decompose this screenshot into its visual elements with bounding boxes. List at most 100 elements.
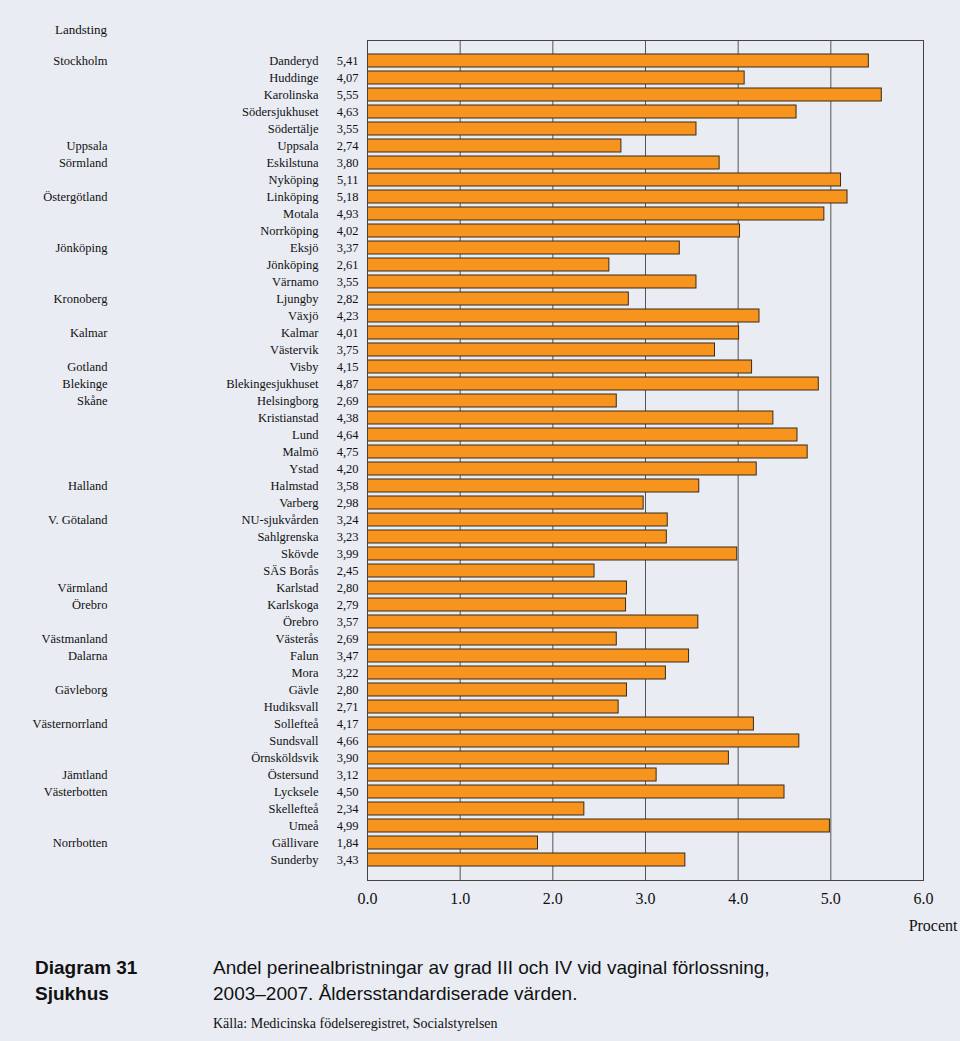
svg-text:Jönköping: Jönköping — [55, 241, 108, 255]
svg-text:Sunderby: Sunderby — [271, 853, 320, 867]
svg-text:Helsingborg: Helsingborg — [257, 394, 319, 408]
svg-text:Eskilstuna: Eskilstuna — [266, 156, 319, 170]
svg-text:Halmstad: Halmstad — [271, 479, 320, 493]
svg-text:Lycksele: Lycksele — [274, 785, 319, 799]
svg-text:2,61: 2,61 — [337, 258, 359, 272]
svg-text:Ljungby: Ljungby — [276, 292, 319, 306]
svg-text:Blekingesjukhuset: Blekingesjukhuset — [226, 377, 319, 391]
svg-text:Umeå: Umeå — [289, 819, 319, 833]
svg-text:4,07: 4,07 — [337, 71, 359, 85]
svg-text:4,17: 4,17 — [337, 717, 359, 731]
svg-text:4.0: 4.0 — [728, 890, 748, 907]
svg-text:2.0: 2.0 — [543, 890, 563, 907]
svg-text:Skövde: Skövde — [281, 547, 319, 561]
svg-text:Mora: Mora — [291, 666, 319, 680]
svg-text:Östergötland: Östergötland — [43, 190, 108, 204]
svg-text:Östersund: Östersund — [268, 768, 319, 782]
svg-text:2,69: 2,69 — [337, 632, 359, 646]
svg-text:Västerås: Västerås — [275, 632, 318, 646]
svg-text:5,55: 5,55 — [337, 88, 359, 102]
svg-text:Nyköping: Nyköping — [269, 173, 320, 187]
svg-text:Norrbotten: Norrbotten — [53, 836, 109, 850]
svg-text:2,80: 2,80 — [337, 683, 359, 697]
svg-text:2,74: 2,74 — [337, 139, 360, 153]
svg-text:5,18: 5,18 — [337, 190, 359, 204]
svg-text:Uppsala: Uppsala — [67, 139, 108, 153]
svg-text:2,98: 2,98 — [337, 496, 359, 510]
svg-text:4,75: 4,75 — [337, 445, 359, 459]
svg-text:3.0: 3.0 — [636, 890, 656, 907]
svg-text:4,38: 4,38 — [337, 411, 359, 425]
svg-text:Norrköping: Norrköping — [260, 224, 319, 238]
svg-text:1.0: 1.0 — [450, 890, 470, 907]
svg-text:Gällivare: Gällivare — [272, 836, 319, 850]
svg-text:Stockholm: Stockholm — [53, 54, 107, 68]
svg-text:Hudiksvall: Hudiksvall — [264, 700, 319, 714]
svg-text:5.0: 5.0 — [821, 890, 841, 907]
svg-text:2,34: 2,34 — [337, 802, 360, 816]
svg-text:3,90: 3,90 — [337, 751, 359, 765]
svg-text:Gotland: Gotland — [67, 360, 108, 374]
svg-text:Falun: Falun — [290, 649, 319, 663]
svg-text:Kalmar: Kalmar — [70, 326, 108, 340]
svg-text:3,24: 3,24 — [337, 513, 360, 527]
svg-text:4,99: 4,99 — [337, 819, 359, 833]
svg-text:Danderyd: Danderyd — [269, 54, 319, 68]
svg-text:Jönköping: Jönköping — [266, 258, 319, 272]
svg-text:2,69: 2,69 — [337, 394, 359, 408]
svg-text:3,23: 3,23 — [337, 530, 359, 544]
svg-text:3,99: 3,99 — [337, 547, 359, 561]
svg-text:3,37: 3,37 — [337, 241, 359, 255]
svg-text:Eksjö: Eksjö — [290, 241, 318, 255]
svg-text:4,63: 4,63 — [337, 105, 359, 119]
svg-text:Västmanland: Västmanland — [42, 632, 109, 646]
svg-text:Varberg: Varberg — [279, 496, 319, 510]
svg-text:NU-sjukvården: NU-sjukvården — [241, 513, 319, 527]
svg-text:Kristianstad: Kristianstad — [258, 411, 319, 425]
svg-text:Karolinska: Karolinska — [264, 88, 319, 102]
svg-text:Gävle: Gävle — [289, 683, 319, 697]
svg-text:4,66: 4,66 — [337, 734, 359, 748]
svg-text:3,80: 3,80 — [337, 156, 359, 170]
svg-text:3,22: 3,22 — [337, 666, 359, 680]
svg-text:3,75: 3,75 — [337, 343, 359, 357]
svg-text:Procent: Procent — [909, 917, 958, 934]
svg-text:Halland: Halland — [68, 479, 108, 493]
svg-text:2,80: 2,80 — [337, 581, 359, 595]
svg-text:0.0: 0.0 — [358, 890, 378, 907]
svg-text:Skellefteå: Skellefteå — [269, 802, 319, 816]
svg-text:5,11: 5,11 — [337, 173, 358, 187]
svg-text:6.0: 6.0 — [914, 890, 934, 907]
svg-text:Karlstad: Karlstad — [276, 581, 319, 595]
svg-text:Lund: Lund — [292, 428, 319, 442]
svg-text:Södersjukhuset: Södersjukhuset — [242, 105, 319, 119]
svg-text:4,20: 4,20 — [337, 462, 359, 476]
svg-text:3,43: 3,43 — [337, 853, 359, 867]
svg-text:Södertälje: Södertälje — [268, 122, 319, 136]
svg-text:Sollefteå: Sollefteå — [274, 717, 319, 731]
svg-text:Jämtland: Jämtland — [62, 768, 108, 782]
svg-text:Örebro: Örebro — [283, 615, 318, 629]
svg-text:2,45: 2,45 — [337, 564, 359, 578]
svg-text:Visby: Visby — [289, 360, 319, 374]
svg-text:Västernorrland: Västernorrland — [33, 717, 109, 731]
svg-text:4,23: 4,23 — [337, 309, 359, 323]
svg-text:3,47: 3,47 — [337, 649, 359, 663]
svg-text:2,71: 2,71 — [337, 700, 359, 714]
svg-text:Kalmar: Kalmar — [281, 326, 319, 340]
svg-text:Västervik: Västervik — [270, 343, 319, 357]
svg-text:Gävleborg: Gävleborg — [55, 683, 108, 697]
svg-text:4,15: 4,15 — [337, 360, 359, 374]
svg-text:Uppsala: Uppsala — [278, 139, 319, 153]
svg-text:3,12: 3,12 — [337, 768, 359, 782]
svg-text:Sahlgrenska: Sahlgrenska — [257, 530, 319, 544]
svg-text:Linköping: Linköping — [266, 190, 319, 204]
svg-text:4,50: 4,50 — [337, 785, 359, 799]
svg-text:4,93: 4,93 — [337, 207, 359, 221]
svg-text:Västerbotten: Västerbotten — [44, 785, 109, 799]
svg-text:4,02: 4,02 — [337, 224, 359, 238]
svg-text:Värnamo: Värnamo — [272, 275, 319, 289]
svg-text:Karlskoga: Karlskoga — [267, 598, 319, 612]
svg-text:Dalarna: Dalarna — [68, 649, 108, 663]
svg-text:Kronoberg: Kronoberg — [54, 292, 109, 306]
